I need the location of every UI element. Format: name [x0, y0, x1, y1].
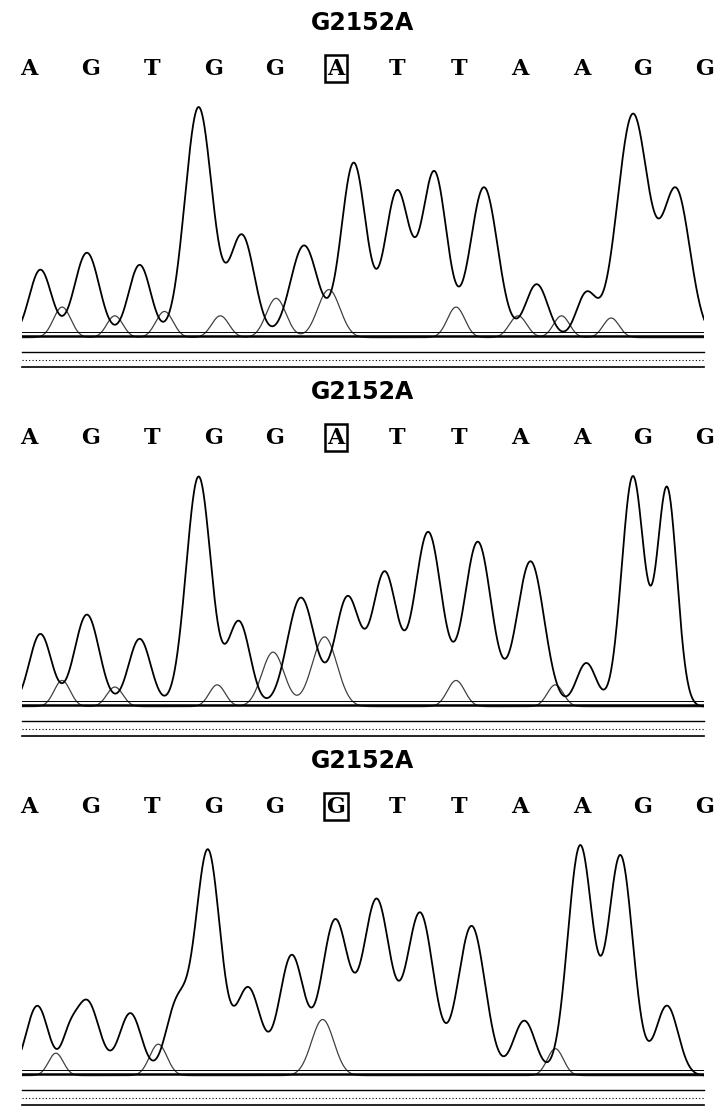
Text: A: A: [573, 58, 590, 80]
Text: A: A: [327, 426, 345, 448]
Text: A: A: [20, 426, 38, 448]
Text: T: T: [389, 796, 406, 818]
Text: T: T: [389, 426, 406, 448]
Text: G: G: [633, 58, 652, 80]
Text: A: A: [511, 796, 529, 818]
Text: G: G: [633, 796, 652, 818]
Text: G: G: [81, 58, 100, 80]
Text: G: G: [81, 426, 100, 448]
Text: G: G: [265, 58, 284, 80]
Text: T: T: [389, 58, 406, 80]
Text: G: G: [695, 58, 714, 80]
Text: G: G: [204, 426, 223, 448]
Text: A: A: [20, 58, 38, 80]
Text: G: G: [265, 796, 284, 818]
Text: A: A: [20, 796, 38, 818]
Text: A: A: [573, 426, 590, 448]
Text: T: T: [450, 58, 467, 80]
Text: T: T: [450, 796, 467, 818]
Text: G: G: [327, 796, 346, 818]
Text: A: A: [511, 426, 529, 448]
Text: G: G: [695, 426, 714, 448]
Text: A: A: [511, 58, 529, 80]
Text: G: G: [265, 426, 284, 448]
Text: T: T: [450, 426, 467, 448]
Text: T: T: [144, 796, 160, 818]
Text: T: T: [144, 58, 160, 80]
Text: G: G: [81, 796, 100, 818]
Text: G: G: [204, 796, 223, 818]
Text: A: A: [327, 58, 345, 80]
Text: G: G: [633, 426, 652, 448]
Text: T: T: [144, 426, 160, 448]
Text: G: G: [204, 58, 223, 80]
Text: G2152A: G2152A: [311, 380, 415, 404]
Text: A: A: [573, 796, 590, 818]
Text: G2152A: G2152A: [311, 11, 415, 35]
Text: G2152A: G2152A: [311, 749, 415, 773]
Text: G: G: [695, 796, 714, 818]
